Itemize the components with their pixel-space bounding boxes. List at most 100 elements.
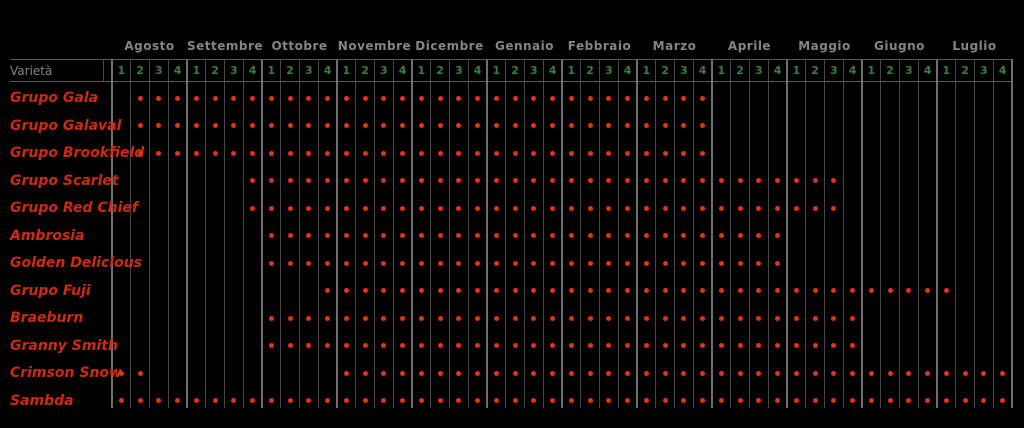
availability-dot [325, 95, 331, 101]
header-bottom-line [10, 81, 1012, 82]
availability-dot [718, 260, 724, 266]
availability-dot [550, 315, 556, 321]
availability-dot [362, 260, 368, 266]
variety-label: Ambrosia [10, 227, 85, 244]
availability-dot [606, 95, 612, 101]
variety-label: Grupo Red Chief [10, 200, 138, 216]
availability-dot [606, 315, 612, 321]
availability-dot [137, 370, 143, 376]
week-grid-line [430, 59, 432, 408]
availability-dot [568, 123, 574, 128]
availability-dot [643, 315, 649, 321]
availability-dot [681, 150, 687, 156]
availability-dot [1000, 398, 1006, 403]
month-label: Ottobre [271, 39, 328, 53]
availability-dot [831, 398, 837, 403]
availability-dot [887, 288, 893, 293]
week-grid-line [299, 59, 300, 408]
availability-dot [681, 343, 687, 348]
week-number: 4 [923, 64, 932, 77]
month-label: Aprile [727, 39, 772, 53]
availability-dot [550, 178, 556, 183]
availability-dot [306, 260, 312, 266]
availability-dot [306, 233, 312, 238]
week-number: 3 [380, 64, 388, 77]
availability-dot [775, 370, 781, 376]
availability-dot [493, 260, 499, 266]
availability-dot [756, 398, 762, 403]
availability-dot [643, 178, 649, 183]
availability-dot [512, 370, 518, 376]
availability-dot [625, 123, 631, 128]
availability-dot [362, 178, 368, 183]
availability-dot [437, 205, 443, 211]
availability-dot [475, 205, 481, 211]
availability-dot [831, 205, 837, 211]
availability-dot [512, 288, 518, 293]
availability-dot [362, 398, 368, 403]
variety-label: Grupo Fuji [10, 282, 91, 299]
availability-dot [512, 123, 518, 128]
availability-dot [737, 260, 743, 266]
availability-dot [287, 260, 293, 266]
availability-dot [681, 205, 687, 211]
week-number: 3 [755, 64, 763, 77]
availability-dot [662, 205, 668, 211]
availability-dot [775, 398, 781, 403]
week-number: 3 [605, 64, 613, 77]
availability-dot [625, 370, 631, 376]
availability-dot [756, 233, 762, 238]
availability-dot [756, 260, 762, 266]
availability-dot [456, 233, 462, 238]
availability-dot [493, 123, 499, 128]
week-grid-line [280, 59, 282, 408]
availability-dot [475, 260, 481, 266]
availability-dot [625, 398, 631, 403]
availability-dot [400, 370, 406, 376]
availability-dot [531, 205, 537, 211]
availability-dot [775, 315, 781, 321]
week-number: 1 [792, 64, 801, 77]
week-number: 3 [680, 64, 688, 77]
availability-dot [568, 343, 574, 348]
availability-dot [456, 370, 462, 376]
availability-dot [812, 315, 818, 321]
availability-dot [400, 288, 406, 293]
availability-dot [362, 370, 368, 376]
availability-dot [812, 178, 818, 183]
availability-dot [250, 178, 256, 183]
availability-dot [625, 150, 631, 156]
availability-dot [362, 233, 368, 238]
availability-dot [906, 398, 912, 403]
week-grid-line [842, 59, 844, 408]
availability-dot [343, 233, 349, 238]
week-number: 4 [848, 64, 857, 77]
availability-dot [625, 205, 631, 211]
availability-dot [381, 123, 387, 128]
availability-dot [681, 288, 687, 293]
availability-dot [325, 178, 331, 183]
availability-dot [587, 233, 593, 238]
availability-dot [943, 288, 949, 293]
week-number: 1 [492, 64, 501, 77]
week-number: 4 [548, 64, 557, 77]
availability-dot [193, 398, 199, 403]
availability-dot [437, 370, 443, 376]
availability-dot [343, 95, 349, 101]
availability-dot [475, 398, 481, 403]
availability-dot [568, 150, 574, 156]
month-label: Agosto [124, 39, 175, 53]
availability-dot [925, 288, 931, 293]
availability-dot [343, 150, 349, 156]
availability-dot [681, 370, 687, 376]
week-grid-line [224, 59, 225, 408]
availability-dot [550, 123, 556, 128]
availability-dot [343, 398, 349, 403]
availability-dot [268, 260, 274, 266]
availability-dot [737, 233, 743, 238]
availability-dot [625, 343, 631, 348]
month-boundary-line [936, 59, 938, 408]
availability-dot [906, 370, 912, 376]
availability-dot [493, 233, 499, 238]
availability-dot [793, 315, 799, 321]
